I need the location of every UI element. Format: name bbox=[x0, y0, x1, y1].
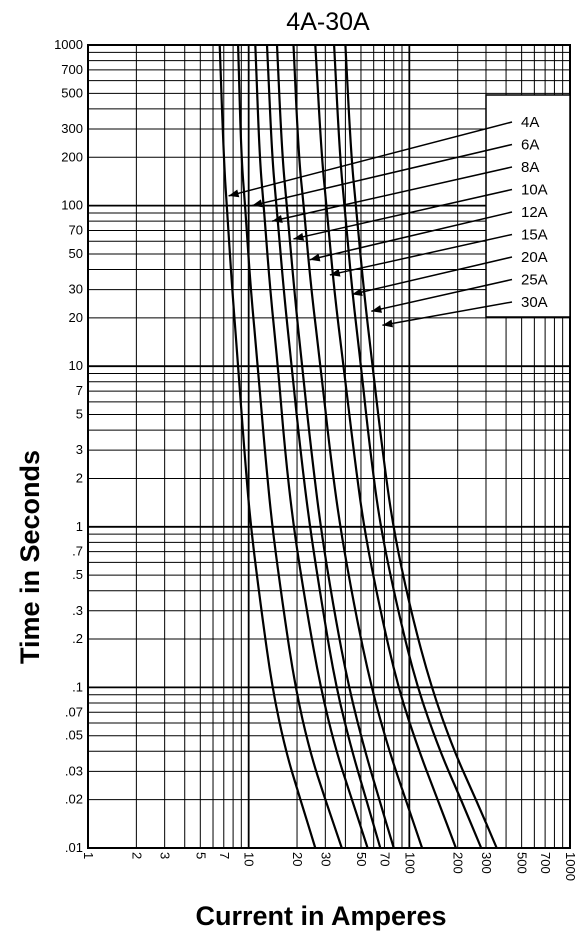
legend: 4A 6A 8A 10A 12A 15A 20A 25A 30A bbox=[485, 94, 571, 318]
legend-arrowhead-25a bbox=[371, 305, 382, 313]
legend-arrow-10a bbox=[293, 188, 513, 240]
x-tick-label: 3 bbox=[158, 852, 173, 859]
legend-label-30a: 30A bbox=[521, 294, 548, 311]
legend-arrowhead-8a bbox=[272, 215, 283, 223]
y-tick-label: 300 bbox=[61, 121, 83, 136]
x-tick-label: 70 bbox=[377, 852, 392, 866]
y-tick-label: .07 bbox=[65, 704, 83, 719]
x-tick-label: 2 bbox=[129, 852, 144, 859]
legend-arrowhead-10a bbox=[293, 232, 305, 241]
legend-arrow-30a bbox=[382, 301, 513, 326]
x-tick-label: 500 bbox=[515, 852, 530, 874]
curve-20a bbox=[314, 44, 457, 849]
x-tick-label: 100 bbox=[402, 852, 417, 874]
legend-arrowhead-15a bbox=[329, 268, 341, 277]
y-tick-label: .2 bbox=[72, 631, 83, 646]
legend-arrows bbox=[228, 121, 513, 328]
y-tick-label: 100 bbox=[61, 198, 83, 213]
y-tick-label: 20 bbox=[69, 310, 83, 325]
grid-lines bbox=[88, 45, 570, 848]
y-tick-labels: 1000 700 500 300 200 100 70 50 30 20 10 7 5 3 2 1 .7 .5 .3… bbox=[54, 37, 83, 855]
legend-arrow-20a bbox=[351, 256, 513, 296]
y-tick-label: 30 bbox=[69, 282, 83, 297]
y-tick-label: 3 bbox=[76, 442, 83, 457]
x-tick-label: 300 bbox=[479, 852, 494, 874]
x-axis-title: Current in Amperes bbox=[195, 901, 446, 931]
x-tick-label: 5 bbox=[193, 852, 208, 859]
y-tick-label: 70 bbox=[69, 222, 83, 237]
y-tick-label: 5 bbox=[76, 407, 83, 422]
y-tick-label: 10 bbox=[69, 358, 83, 373]
legend-label-15a: 15A bbox=[521, 227, 548, 244]
legend-label-12a: 12A bbox=[521, 204, 548, 221]
legend-arrow-6a bbox=[251, 143, 513, 207]
y-tick-label: 2 bbox=[76, 470, 83, 485]
plot-frame bbox=[87, 44, 571, 849]
curve-15a bbox=[292, 44, 424, 849]
curve-25a bbox=[333, 44, 483, 849]
x-tick-label: 1 bbox=[81, 852, 96, 859]
legend-arrowhead-30a bbox=[382, 319, 393, 328]
legend-arrow-4a bbox=[228, 121, 513, 197]
legend-arrowhead-4a bbox=[228, 189, 240, 198]
legend-label-6a: 6A bbox=[521, 137, 539, 154]
y-tick-label: .3 bbox=[72, 603, 83, 618]
x-tick-label: 7 bbox=[217, 852, 232, 859]
curve-10a bbox=[265, 44, 382, 849]
y-tick-label: 200 bbox=[61, 149, 83, 164]
legend-arrow-15a bbox=[329, 233, 513, 276]
y-tick-label: 7 bbox=[76, 383, 83, 398]
x-tick-label: 30 bbox=[318, 852, 333, 866]
legend-arrowhead-12a bbox=[309, 253, 321, 262]
y-tick-label: .02 bbox=[65, 792, 83, 807]
y-tick-label: .03 bbox=[65, 763, 83, 778]
y-tick-label: .5 bbox=[72, 567, 83, 582]
x-tick-label: 20 bbox=[290, 852, 305, 866]
legend-arrow-25a bbox=[371, 278, 513, 312]
legend-label-25a: 25A bbox=[521, 272, 548, 289]
legend-label-20a: 20A bbox=[521, 249, 548, 266]
y-tick-label: .05 bbox=[65, 728, 83, 743]
curve-series bbox=[218, 44, 498, 849]
y-tick-label: 500 bbox=[61, 85, 83, 100]
x-tick-label: 10 bbox=[242, 852, 257, 866]
y-tick-label: 50 bbox=[69, 246, 83, 261]
legend-box bbox=[485, 94, 571, 318]
curve-8a bbox=[254, 44, 369, 849]
x-tick-label: 700 bbox=[538, 852, 553, 874]
legend-label-10a: 10A bbox=[521, 182, 548, 199]
curve-12a bbox=[275, 44, 395, 849]
y-tick-label: 1 bbox=[76, 519, 83, 534]
y-tick-label: 700 bbox=[61, 62, 83, 77]
x-tick-labels: 1 2 3 5 7 10 20 30 50 70 100 200 300 500 700 1000 bbox=[81, 852, 578, 881]
x-tick-label: 50 bbox=[354, 852, 369, 866]
y-tick-label: .7 bbox=[72, 544, 83, 559]
curve-6a bbox=[237, 44, 343, 849]
legend-arrowhead-6a bbox=[252, 199, 263, 208]
y-axis-title: Time in Seconds bbox=[15, 450, 45, 664]
legend-arrow-8a bbox=[271, 166, 513, 222]
x-tick-label: 200 bbox=[451, 852, 466, 874]
legend-label-4a: 4A bbox=[521, 114, 539, 131]
x-tick-label: 1000 bbox=[563, 852, 578, 881]
chart-title: 4A-30A bbox=[286, 8, 370, 36]
legend-label-8a: 8A bbox=[521, 159, 539, 176]
y-tick-label: .1 bbox=[72, 679, 83, 694]
curve-4a bbox=[218, 44, 317, 849]
legend-arrow-12a bbox=[309, 211, 513, 261]
y-tick-label: .01 bbox=[65, 840, 83, 855]
y-tick-label: 1000 bbox=[54, 37, 83, 52]
legend-arrowhead-20a bbox=[352, 288, 363, 297]
